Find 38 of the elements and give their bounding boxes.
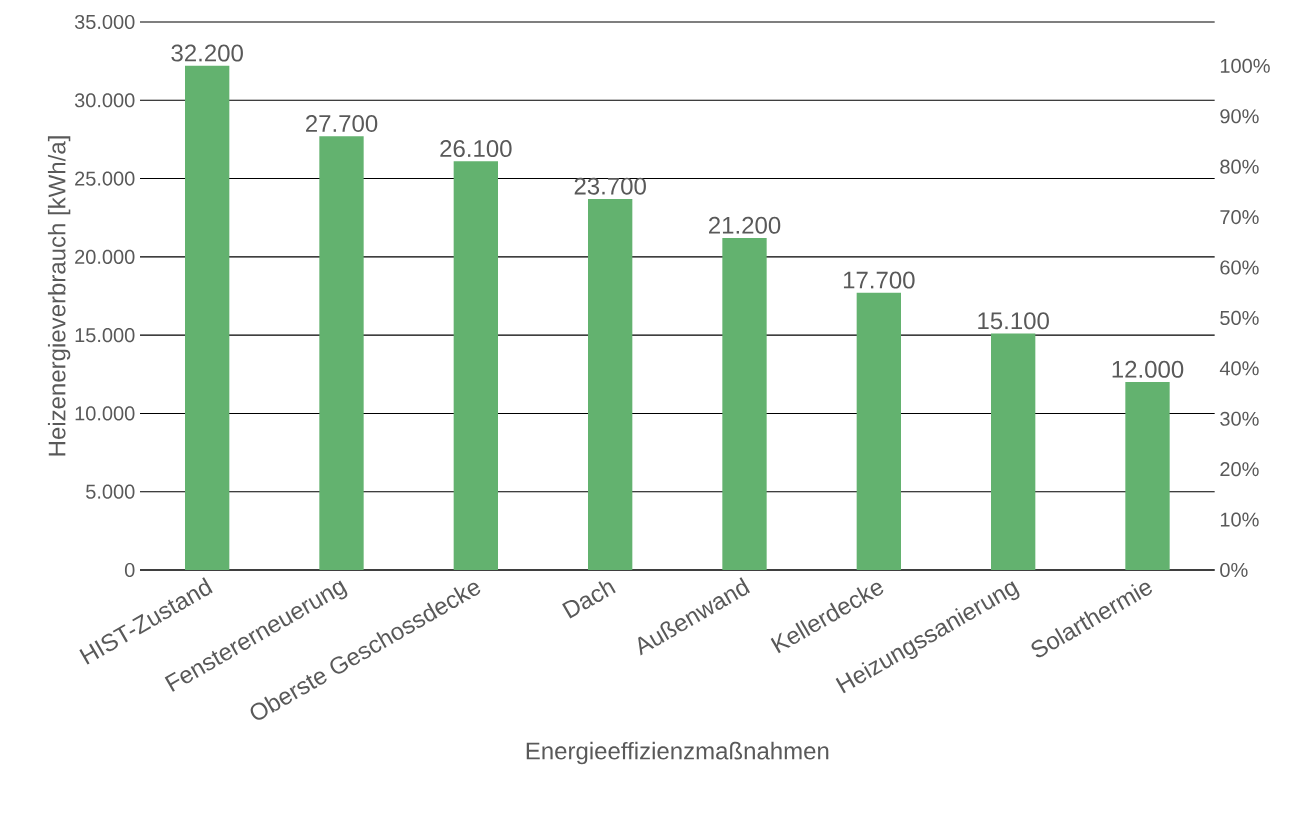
y2-tick-label: 90% — [1220, 109, 1259, 124]
bar — [453, 161, 498, 571]
y-tick-label: 20.000 — [75, 249, 135, 265]
y-tick-label: 35.000 — [74, 15, 135, 30]
y2-tick-label: 10% — [1220, 512, 1259, 527]
y2-tick-label: 40% — [1219, 361, 1259, 376]
y2-tick-label: 60% — [1220, 260, 1259, 275]
bar — [319, 136, 364, 571]
data-label: 17.700 — [843, 271, 915, 289]
bar — [588, 199, 633, 571]
y2-tick-label: 0% — [1220, 563, 1248, 578]
y2-tick-label: 50% — [1220, 311, 1259, 326]
bar — [856, 293, 901, 571]
data-label: 23.700 — [574, 177, 646, 195]
y-tick-label: 10.000 — [75, 406, 135, 421]
bar — [185, 66, 230, 571]
x-tick-label: Dach — [562, 581, 616, 619]
data-label: 27.700 — [306, 115, 378, 133]
data-label: 21.200 — [709, 216, 781, 234]
data-label: 12.000 — [1112, 361, 1184, 379]
y2-tick-label: 80% — [1220, 159, 1259, 174]
y-tick-label: 25.000 — [75, 171, 135, 186]
data-label: 32.200 — [171, 44, 243, 62]
y-tick-label: 15.000 — [75, 328, 135, 343]
bar — [991, 333, 1036, 571]
y2-tick-label: 100% — [1220, 58, 1270, 74]
y-tick-label: 5.000 — [86, 484, 135, 499]
bar — [722, 238, 767, 571]
y2-tick-label: 70% — [1220, 210, 1259, 225]
x-axis-title: Energieeffizienzmaßnahmen — [526, 742, 829, 765]
y-axis-title: Heizenergieverbrauch [kWh/a] — [47, 136, 71, 456]
bar — [1125, 382, 1170, 571]
data-label: 15.100 — [978, 312, 1049, 330]
data-label: 26.100 — [440, 140, 512, 158]
y-tick-label: 0 — [124, 563, 135, 578]
y2-tick-label: 30% — [1220, 411, 1259, 426]
y-tick-label: 30.000 — [74, 93, 135, 108]
y2-tick-label: 20% — [1220, 462, 1259, 477]
